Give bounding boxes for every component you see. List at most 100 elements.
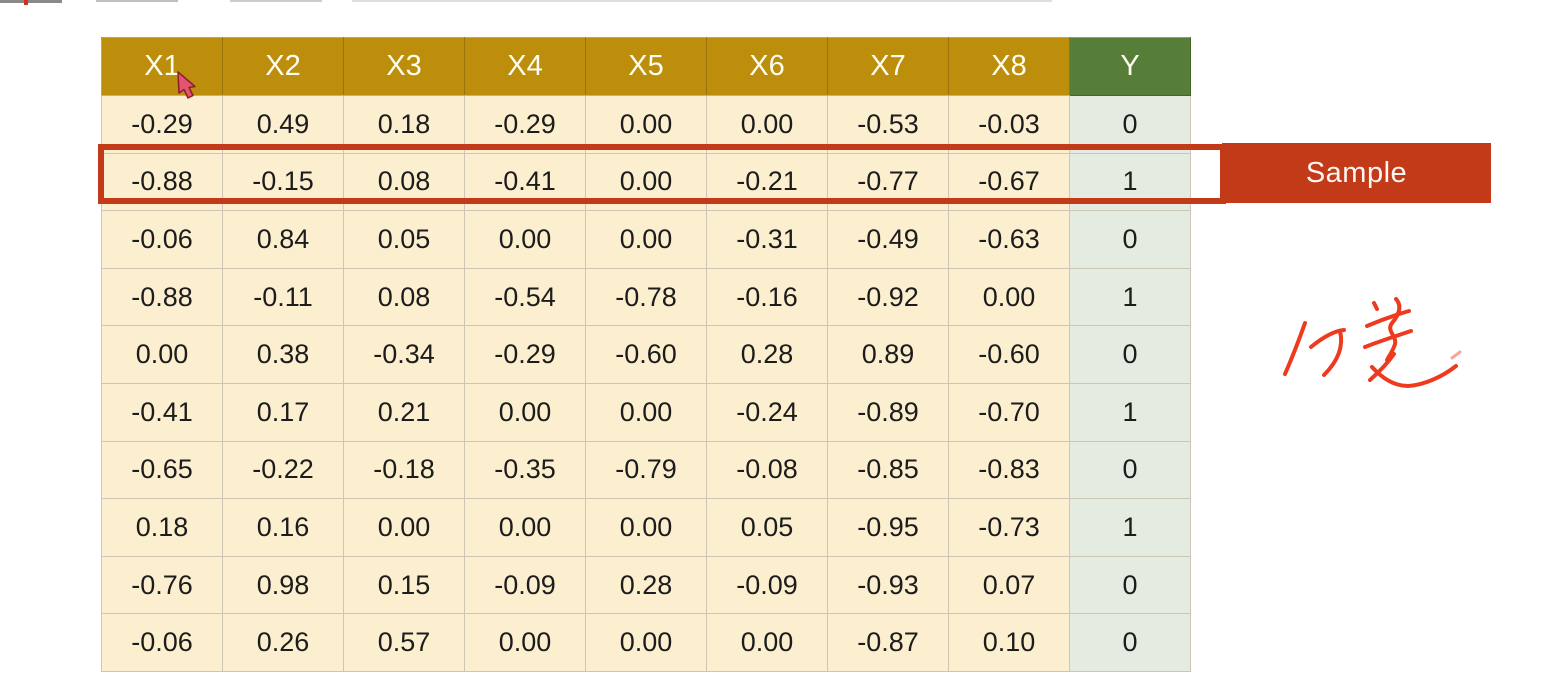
data-cell: -0.85	[827, 440, 949, 500]
top-edge-remnant	[0, 0, 62, 3]
header-cell-x7: X7	[827, 37, 949, 96]
y-cell: 0	[1069, 440, 1191, 500]
data-cell: -0.78	[585, 267, 707, 327]
data-cell: 0.84	[222, 210, 344, 269]
header-cell-x6: X6	[706, 37, 828, 96]
header-cell-y: Y	[1069, 37, 1191, 96]
table-row: -0.06 0.26 0.57 0.00 0.00 0.00 -0.87 0.10 0	[101, 613, 1191, 672]
data-cell: 0.21	[343, 382, 465, 442]
data-cell: -0.88	[101, 267, 223, 327]
data-cell: 0.00	[585, 152, 707, 212]
header-cell-x3: X3	[343, 37, 465, 96]
y-cell: 1	[1069, 267, 1191, 327]
data-cell: -0.16	[706, 267, 828, 327]
data-cell: -0.09	[464, 555, 586, 615]
data-cell: 0.16	[222, 498, 344, 557]
data-cell: 0.49	[222, 95, 344, 154]
top-edge-remnant	[352, 0, 1052, 2]
header-cell-x5: X5	[585, 37, 707, 96]
data-cell: 0.05	[706, 498, 828, 557]
data-cell: 0.00	[464, 498, 586, 557]
data-cell: -0.18	[343, 440, 465, 500]
table-row: 0.00 0.38 -0.34 -0.29 -0.60 0.28 0.89 -0.60 0	[101, 325, 1191, 384]
data-cell: -0.79	[585, 440, 707, 500]
data-cell: -0.92	[827, 267, 949, 327]
data-cell: -0.65	[101, 440, 223, 500]
top-edge-remnant	[230, 0, 322, 2]
data-cell: 0.00	[585, 613, 707, 672]
data-cell: -0.21	[706, 152, 828, 212]
data-cell: -0.53	[827, 95, 949, 154]
data-cell: -0.89	[827, 382, 949, 442]
data-cell: -0.70	[948, 382, 1070, 442]
data-cell: 0.57	[343, 613, 465, 672]
data-cell: -0.63	[948, 210, 1070, 269]
data-cell: -0.60	[585, 325, 707, 384]
data-cell: 0.08	[343, 267, 465, 327]
data-cell: 0.28	[706, 325, 828, 384]
data-cell: 0.00	[706, 95, 828, 154]
data-cell: 0.00	[585, 95, 707, 154]
data-cell: -0.76	[101, 555, 223, 615]
data-cell: 0.00	[343, 498, 465, 557]
table-row: -0.65 -0.22 -0.18 -0.35 -0.79 -0.08 -0.85 -0.83…	[101, 440, 1191, 500]
data-cell: -0.83	[948, 440, 1070, 500]
y-cell: 1	[1069, 382, 1191, 442]
data-cell: 0.10	[948, 613, 1070, 672]
data-cell: -0.60	[948, 325, 1070, 384]
table-row: -0.41 0.17 0.21 0.00 0.00 -0.24 -0.89 -0.70 1	[101, 382, 1191, 442]
data-cell: 0.08	[343, 152, 465, 212]
data-cell: -0.34	[343, 325, 465, 384]
data-cell: -0.49	[827, 210, 949, 269]
data-cell: 0.00	[101, 325, 223, 384]
data-cell: 0.00	[706, 613, 828, 672]
data-cell: -0.93	[827, 555, 949, 615]
data-cell: -0.88	[101, 152, 223, 212]
data-cell: 0.18	[101, 498, 223, 557]
data-cell: -0.41	[101, 382, 223, 442]
table-row: -0.88 -0.11 0.08 -0.54 -0.78 -0.16 -0.92 0.00 1	[101, 267, 1191, 327]
table-row: -0.76 0.98 0.15 -0.09 0.28 -0.09 -0.93 0.07 0	[101, 555, 1191, 615]
data-cell: 0.00	[585, 382, 707, 442]
y-cell: 1	[1069, 152, 1191, 212]
data-cell: 0.00	[585, 210, 707, 269]
table-row: 0.18 0.16 0.00 0.00 0.00 0.05 -0.95 -0.73 1	[101, 498, 1191, 557]
data-cell: 0.15	[343, 555, 465, 615]
data-cell: -0.29	[464, 325, 586, 384]
sample-badge-label: Sample	[1305, 156, 1408, 189]
data-cell: -0.95	[827, 498, 949, 557]
data-cell: -0.87	[827, 613, 949, 672]
data-cell: 0.26	[222, 613, 344, 672]
data-cell: 0.28	[585, 555, 707, 615]
y-cell: 0	[1069, 325, 1191, 384]
data-cell: 0.17	[222, 382, 344, 442]
top-edge-remnant	[96, 0, 178, 2]
y-cell: 0	[1069, 210, 1191, 269]
data-cell: -0.77	[827, 152, 949, 212]
data-table: X1 X2 X3 X4 X5 X6 X7 X8 Y -0.29 0.49 0.18 -0.29 0.00…	[101, 37, 1191, 672]
data-cell: -0.73	[948, 498, 1070, 557]
data-cell: 0.05	[343, 210, 465, 269]
data-cell: -0.54	[464, 267, 586, 327]
table-row-sample: -0.88 -0.15 0.08 -0.41 0.00 -0.21 -0.77 -0.67 1	[101, 152, 1191, 212]
data-cell: -0.03	[948, 95, 1070, 154]
data-cell: -0.15	[222, 152, 344, 212]
data-cell: 0.00	[464, 210, 586, 269]
y-cell: 1	[1069, 498, 1191, 557]
data-cell: 0.07	[948, 555, 1070, 615]
data-cell: 0.00	[585, 498, 707, 557]
y-cell: 0	[1069, 555, 1191, 615]
data-cell: -0.09	[706, 555, 828, 615]
sample-badge: Sample	[1222, 143, 1491, 203]
table-row: -0.29 0.49 0.18 -0.29 0.00 0.00 -0.53 -0.03 0	[101, 95, 1191, 154]
table-header-row: X1 X2 X3 X4 X5 X6 X7 X8 Y	[101, 37, 1191, 96]
data-cell: -0.35	[464, 440, 586, 500]
data-cell: -0.06	[101, 210, 223, 269]
data-cell: -0.11	[222, 267, 344, 327]
header-cell-x8: X8	[948, 37, 1070, 96]
header-cell-x4: X4	[464, 37, 586, 96]
data-cell: 0.89	[827, 325, 949, 384]
data-cell: -0.22	[222, 440, 344, 500]
data-cell: -0.06	[101, 613, 223, 672]
